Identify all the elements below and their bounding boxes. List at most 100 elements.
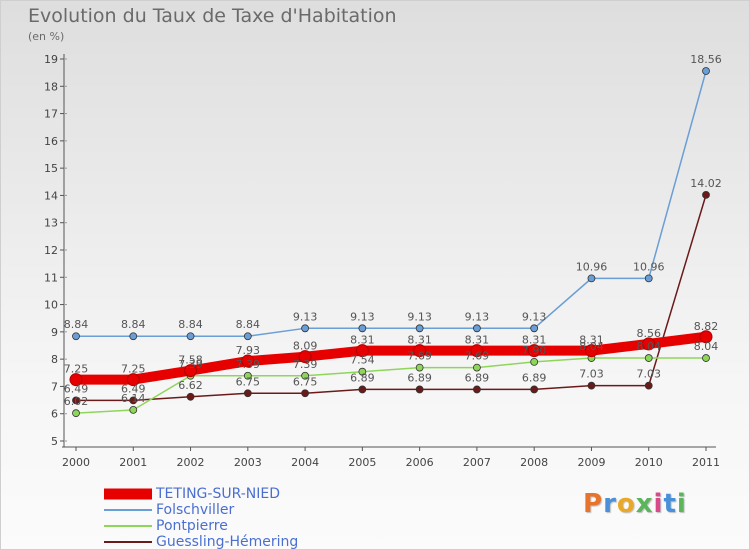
data-label: 8.31 bbox=[465, 334, 490, 347]
data-label: 8.31 bbox=[522, 334, 547, 347]
y-tick-label: 6 bbox=[51, 408, 58, 421]
x-tick-label: 2011 bbox=[692, 456, 720, 469]
data-point bbox=[301, 324, 309, 333]
data-point bbox=[530, 385, 539, 394]
data-label: 7.39 bbox=[293, 358, 318, 371]
series-line bbox=[75, 357, 707, 414]
x-tick-label: 2001 bbox=[119, 456, 147, 469]
logo-letter: x bbox=[635, 489, 654, 519]
data-point bbox=[301, 389, 309, 398]
legend-swatch bbox=[104, 488, 152, 500]
data-label: 6.89 bbox=[407, 371, 432, 384]
data-label: 8.84 bbox=[64, 318, 89, 331]
data-point bbox=[415, 324, 424, 333]
logo-letter: i bbox=[653, 489, 664, 519]
data-point bbox=[298, 350, 312, 364]
data-point bbox=[243, 332, 252, 341]
data-label: 7.25 bbox=[121, 363, 146, 376]
data-label: 14.02 bbox=[690, 177, 722, 190]
data-point bbox=[72, 332, 80, 341]
data-label: 6.75 bbox=[293, 375, 318, 388]
data-label: 6.62 bbox=[178, 379, 203, 392]
data-point bbox=[644, 381, 653, 390]
data-point bbox=[530, 357, 539, 366]
y-tick-label: 17 bbox=[44, 108, 58, 121]
x-tick-label: 2007 bbox=[463, 456, 491, 469]
data-label: 8.31 bbox=[407, 334, 432, 347]
data-point bbox=[699, 330, 713, 344]
logo-letter: o bbox=[616, 489, 636, 519]
data-label: 18.56 bbox=[690, 53, 722, 66]
data-label: 8.31 bbox=[350, 334, 375, 347]
data-label: 6.89 bbox=[465, 371, 490, 384]
logo-letter: i bbox=[676, 489, 687, 519]
data-point bbox=[126, 373, 140, 387]
y-tick-label: 15 bbox=[44, 162, 58, 175]
data-label: 6.49 bbox=[121, 382, 146, 395]
data-point bbox=[186, 392, 195, 401]
data-point bbox=[702, 354, 710, 362]
y-tick-label: 10 bbox=[44, 299, 58, 312]
data-point bbox=[527, 344, 541, 358]
data-label: 8.09 bbox=[293, 340, 318, 353]
data-point bbox=[72, 396, 80, 405]
data-point bbox=[587, 381, 596, 390]
data-point bbox=[470, 344, 484, 358]
data-point bbox=[644, 274, 653, 283]
data-point bbox=[584, 344, 598, 358]
data-point bbox=[415, 385, 424, 394]
data-point bbox=[129, 332, 138, 341]
logo-letter: t bbox=[663, 489, 677, 519]
data-label: 7.93 bbox=[236, 344, 261, 357]
legend-label: TETING-SUR-NIED bbox=[156, 486, 281, 502]
data-label: 6.89 bbox=[522, 371, 547, 384]
data-label: 6.49 bbox=[64, 382, 89, 395]
logo-letter: r bbox=[603, 489, 617, 519]
data-point bbox=[473, 324, 481, 333]
data-label: 7.39 bbox=[178, 358, 203, 371]
x-tick-label: 2010 bbox=[635, 456, 663, 469]
data-label: 9.13 bbox=[293, 310, 318, 323]
y-tick-label: 8 bbox=[51, 353, 58, 366]
data-point bbox=[243, 371, 252, 380]
data-label: 7.39 bbox=[236, 358, 261, 371]
data-point bbox=[129, 396, 138, 405]
data-label: 9.13 bbox=[407, 310, 432, 323]
y-tick-label: 16 bbox=[44, 135, 58, 148]
chart-title: Evolution du Taux de Taxe d'Habitation bbox=[28, 5, 397, 27]
data-point bbox=[644, 354, 653, 362]
data-label: 6.14 bbox=[121, 392, 146, 405]
series-line bbox=[75, 194, 707, 402]
legend-label: Pontpierre bbox=[156, 518, 228, 534]
data-point bbox=[355, 344, 369, 358]
y-tick-label: 18 bbox=[44, 80, 58, 93]
series-line-main bbox=[71, 331, 711, 385]
data-point bbox=[358, 367, 367, 376]
data-label: 9.13 bbox=[465, 310, 490, 323]
x-tick-label: 2006 bbox=[406, 456, 434, 469]
data-point bbox=[184, 364, 198, 378]
x-tick-label: 2002 bbox=[177, 456, 205, 469]
data-point bbox=[642, 337, 656, 351]
y-tick-label: 14 bbox=[44, 189, 58, 202]
data-label: 7.58 bbox=[178, 354, 203, 367]
data-label: 8.84 bbox=[178, 318, 203, 331]
data-label: 7.03 bbox=[579, 368, 604, 381]
data-label: 6.89 bbox=[350, 371, 375, 384]
legend-swatch bbox=[104, 525, 152, 527]
data-point bbox=[473, 385, 481, 394]
x-tick-label: 2009 bbox=[577, 456, 605, 469]
data-label: 8.31 bbox=[579, 334, 604, 347]
data-label: 6.02 bbox=[64, 395, 89, 408]
data-point bbox=[243, 389, 252, 398]
legend-label: Folschviller bbox=[156, 502, 235, 518]
legend-swatch bbox=[104, 509, 152, 511]
data-point bbox=[702, 190, 710, 199]
data-point bbox=[69, 373, 83, 387]
data-point bbox=[473, 363, 481, 372]
data-point bbox=[72, 409, 80, 418]
data-point bbox=[587, 274, 596, 283]
data-point bbox=[241, 354, 255, 368]
